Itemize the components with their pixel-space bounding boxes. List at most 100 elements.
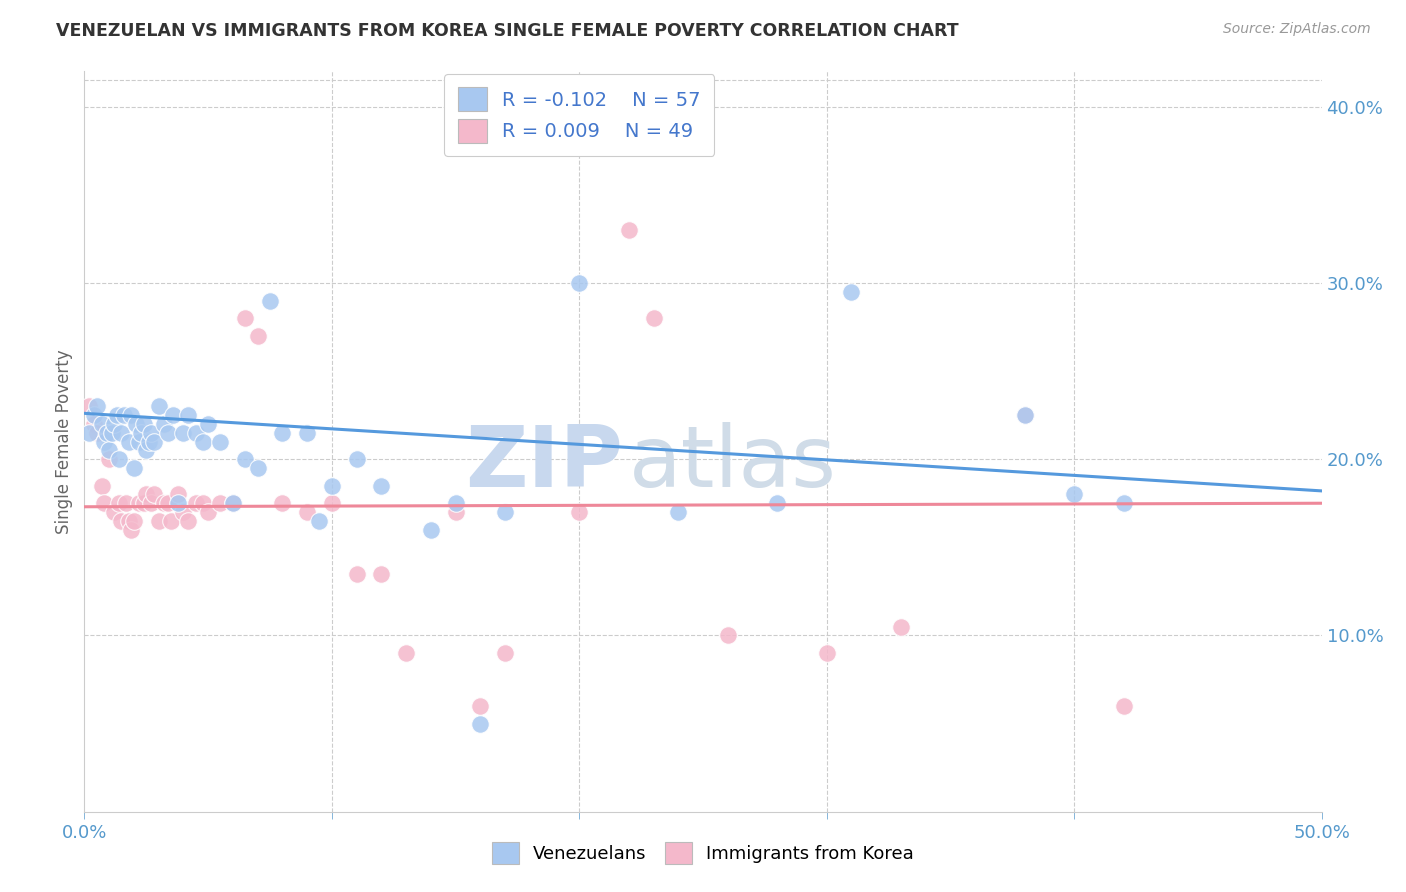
Point <box>617 135 640 149</box>
Point <box>105 408 128 422</box>
Point <box>419 523 441 537</box>
Point <box>1112 698 1135 713</box>
Point <box>815 646 838 660</box>
Point <box>103 505 125 519</box>
Point <box>148 514 170 528</box>
Point <box>98 452 121 467</box>
Point <box>142 487 165 501</box>
Point <box>86 399 108 413</box>
Point <box>321 496 343 510</box>
Point <box>167 496 190 510</box>
Point <box>172 425 194 440</box>
Y-axis label: Single Female Poverty: Single Female Poverty <box>55 350 73 533</box>
Text: Source: ZipAtlas.com: Source: ZipAtlas.com <box>1223 22 1371 37</box>
Point <box>125 417 148 431</box>
Point <box>98 443 121 458</box>
Point <box>246 461 269 475</box>
Point <box>177 408 200 422</box>
Point <box>191 434 214 449</box>
Point <box>162 408 184 422</box>
Point <box>83 408 105 422</box>
Point <box>148 399 170 413</box>
Point <box>90 417 112 431</box>
Point <box>395 646 418 660</box>
Point <box>209 496 232 510</box>
Point <box>122 461 145 475</box>
Point <box>246 328 269 343</box>
Point <box>132 496 155 510</box>
Point <box>100 425 122 440</box>
Point <box>271 425 294 440</box>
Point <box>197 417 219 431</box>
Point <box>90 478 112 492</box>
Point <box>79 425 101 440</box>
Point <box>128 496 150 510</box>
Point <box>108 452 131 467</box>
Point <box>142 434 165 449</box>
Point <box>79 399 101 413</box>
Point <box>1014 408 1036 422</box>
Point <box>108 496 131 510</box>
Point <box>494 505 516 519</box>
Point <box>115 496 138 510</box>
Point <box>184 496 207 510</box>
Text: atlas: atlas <box>628 422 837 505</box>
Point <box>118 514 141 528</box>
Point <box>83 417 105 431</box>
Point <box>717 628 740 642</box>
Point <box>177 514 200 528</box>
Point <box>444 505 467 519</box>
Point <box>120 408 142 422</box>
Point <box>308 514 330 528</box>
Point <box>96 425 118 440</box>
Point <box>346 566 368 581</box>
Point <box>321 478 343 492</box>
Legend: Venezuelans, Immigrants from Korea: Venezuelans, Immigrants from Korea <box>478 828 928 879</box>
Point <box>370 478 392 492</box>
Point <box>135 443 157 458</box>
Point <box>295 425 318 440</box>
Point <box>1014 408 1036 422</box>
Point <box>1112 496 1135 510</box>
Point <box>890 619 912 633</box>
Point <box>122 514 145 528</box>
Point <box>1063 487 1085 501</box>
Point <box>233 311 256 326</box>
Point <box>172 505 194 519</box>
Point <box>160 514 183 528</box>
Point <box>841 285 863 299</box>
Point <box>120 523 142 537</box>
Point <box>197 505 219 519</box>
Point <box>110 425 132 440</box>
Point <box>110 514 132 528</box>
Point <box>346 452 368 467</box>
Point <box>191 496 214 510</box>
Point <box>118 434 141 449</box>
Point <box>135 487 157 501</box>
Point <box>93 434 115 449</box>
Point <box>167 487 190 501</box>
Point <box>470 716 492 731</box>
Point <box>93 496 115 510</box>
Point <box>271 496 294 510</box>
Legend: R = -0.102    N = 57, R = 0.009    N = 49: R = -0.102 N = 57, R = 0.009 N = 49 <box>444 74 714 156</box>
Point <box>259 293 281 308</box>
Text: ZIP: ZIP <box>465 422 623 505</box>
Point <box>643 311 665 326</box>
Point <box>141 425 163 440</box>
Point <box>444 496 467 510</box>
Point <box>494 646 516 660</box>
Point <box>128 434 150 449</box>
Point <box>666 505 689 519</box>
Point <box>766 496 789 510</box>
Point <box>370 566 392 581</box>
Point <box>295 505 318 519</box>
Point <box>157 496 180 510</box>
Point <box>138 434 160 449</box>
Point <box>141 496 163 510</box>
Point <box>470 698 492 713</box>
Point <box>568 276 591 290</box>
Point <box>184 425 207 440</box>
Text: VENEZUELAN VS IMMIGRANTS FROM KOREA SINGLE FEMALE POVERTY CORRELATION CHART: VENEZUELAN VS IMMIGRANTS FROM KOREA SING… <box>56 22 959 40</box>
Point <box>86 425 108 440</box>
